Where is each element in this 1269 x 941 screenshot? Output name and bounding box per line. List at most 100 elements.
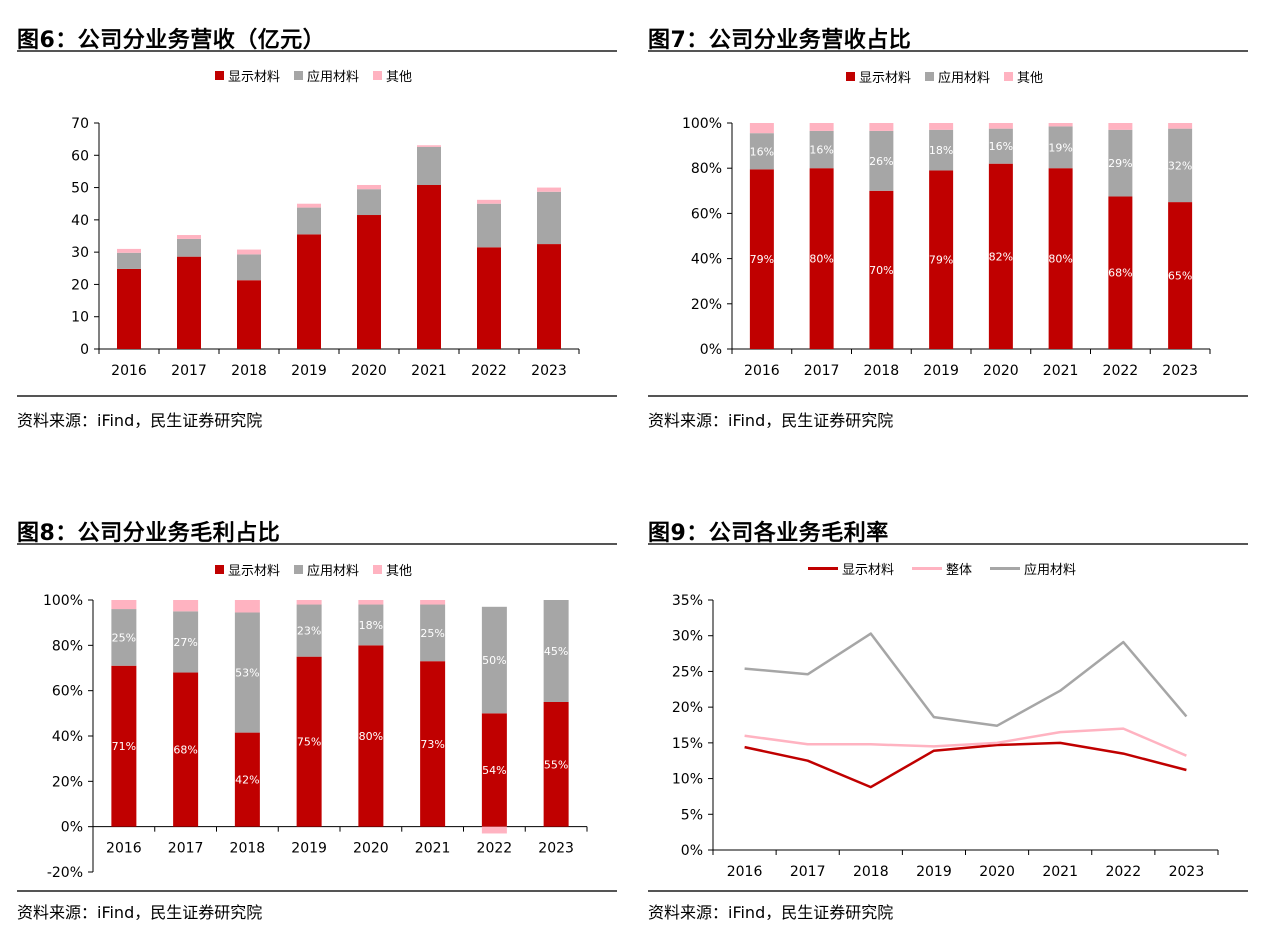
legend-label: 应用材料 — [307, 564, 360, 579]
bar-segment — [357, 215, 381, 349]
bar-data-label: 45% — [544, 645, 568, 658]
x-tick-label: 2016 — [727, 864, 763, 880]
title-rule — [648, 543, 1248, 545]
y-tick-label: 60% — [52, 684, 83, 700]
bar-segment — [173, 672, 199, 827]
legend-item-overall: 整体 — [912, 559, 972, 578]
bar-data-label: 50% — [482, 654, 506, 667]
x-tick-label: 2017 — [171, 363, 207, 379]
series-line — [744, 632, 1188, 727]
legend-label: 应用材料 — [938, 71, 991, 86]
legend-label: 应用材料 — [307, 70, 360, 85]
legend-label: 其他 — [1017, 71, 1044, 86]
bar-segment — [234, 612, 260, 733]
source-text: 资料来源：iFind，民生证券研究院 — [648, 903, 894, 922]
bar-data-label: 68% — [1108, 267, 1132, 280]
y-tick-label: 20% — [691, 297, 722, 313]
y-tick-label: 0% — [61, 820, 83, 836]
title-rule — [648, 50, 1248, 52]
y-tick-label: 10 — [71, 310, 89, 326]
legend-label: 显示材料 — [842, 563, 895, 578]
legend-item-other: 其他 — [373, 560, 412, 579]
bar-data-label: 25% — [112, 631, 136, 644]
bar-segment — [543, 702, 569, 827]
x-tick-label: 2016 — [111, 363, 147, 379]
y-tick-label: 40% — [52, 729, 83, 745]
y-tick-label: 100% — [43, 593, 83, 609]
x-tick-label: 2019 — [923, 363, 959, 379]
bar-segment — [749, 169, 774, 349]
x-tick-label: 2017 — [168, 841, 204, 857]
bar-data-label: 65% — [1168, 270, 1192, 283]
y-tick-label: 30 — [71, 245, 89, 261]
bar-segment — [417, 146, 441, 185]
title-rule — [17, 543, 617, 545]
y-tick-label: 30% — [672, 629, 703, 645]
legend-item-display: 显示材料 — [808, 559, 894, 578]
bar-segment — [117, 268, 141, 349]
bar-segment — [296, 600, 322, 605]
bar-segment — [111, 600, 137, 610]
x-tick-label: 2018 — [231, 363, 267, 379]
bar-segment — [537, 187, 561, 192]
legend-label: 显示材料 — [228, 564, 281, 579]
y-tick-label: 35% — [672, 593, 703, 609]
x-tick-label: 2018 — [230, 841, 266, 857]
bar-segment — [1108, 123, 1133, 130]
bar-data-label: 82% — [989, 250, 1013, 263]
y-tick-label: 60 — [71, 148, 89, 164]
y-tick-label: 20% — [52, 774, 83, 790]
revenue-share-chart: 0% 20% 40% 60% 80% 100% 2016 2017 2018 2019 2020 20… — [682, 116, 1211, 379]
legend-swatch — [294, 71, 304, 80]
bar-segment — [417, 145, 441, 147]
x-tick-label: 2021 — [415, 841, 451, 857]
bar-segment — [1048, 168, 1073, 349]
y-tick-label: 15% — [672, 736, 703, 752]
bar-data-label: 79% — [929, 254, 953, 267]
bar-data-label: 75% — [297, 736, 321, 749]
x-tick-label: 2023 — [1162, 363, 1198, 379]
x-tick-label: 2021 — [1043, 363, 1079, 379]
bar-segment — [749, 133, 774, 170]
x-tick-label: 2021 — [1042, 864, 1078, 880]
bar-segment — [173, 600, 199, 612]
legend: 显示材料 应用材料 其他 — [215, 560, 412, 579]
x-tick-label: 2020 — [983, 363, 1019, 379]
legend-swatch — [215, 565, 224, 574]
bar-segment — [296, 604, 322, 657]
gross-profit-share-panel: 图8：公司分业务毛利占比 显示材料 应用材料 其他 -20% 0% 20% 40% 60… — [17, 515, 617, 930]
series-line — [744, 741, 1187, 789]
bar-segment — [297, 203, 321, 208]
bar-segment — [177, 256, 201, 349]
bar-data-label: 80% — [809, 253, 833, 266]
panel-title: 图9：公司各业务毛利率 — [648, 521, 889, 546]
y-tick-label: 20% — [672, 700, 703, 716]
legend-swatch — [846, 72, 855, 81]
title-rule — [17, 50, 617, 52]
bar-data-label: 18% — [359, 619, 383, 632]
legend-label: 整体 — [946, 563, 973, 578]
bar-segment — [358, 645, 384, 827]
legend-label: 其他 — [386, 564, 413, 579]
legend-line — [990, 567, 1021, 570]
x-tick-label: 2020 — [353, 841, 389, 857]
bar-data-label: 55% — [544, 758, 568, 771]
bar-data-label: 53% — [235, 667, 259, 680]
bar-segment — [988, 123, 1013, 129]
bar-segment — [111, 665, 137, 827]
y-tick-label: 40 — [71, 213, 89, 229]
bar-segment — [297, 207, 321, 235]
legend-line — [912, 567, 943, 570]
gross-margin-chart: 0% 5% 10% 15% 20% 25% 30% 35% 2016 2017 2018 2019 20… — [672, 593, 1219, 880]
revenue-panel: 图6：公司分业务营收（亿元） 显示材料 应用材料 其他 0 10 20 30 40 50 6… — [17, 22, 617, 442]
legend-label: 其他 — [386, 70, 413, 85]
y-tick-label: 50 — [71, 181, 89, 197]
bar-data-label: 18% — [929, 144, 953, 157]
y-tick-label: 0% — [700, 342, 722, 358]
bar-segment — [988, 128, 1013, 164]
bar-segment — [173, 611, 199, 673]
panel-title: 图8：公司分业务毛利占比 — [17, 521, 281, 546]
bar-data-label: 54% — [482, 764, 506, 777]
x-tick-label: 2022 — [1103, 363, 1139, 379]
bar-segment — [420, 661, 446, 827]
